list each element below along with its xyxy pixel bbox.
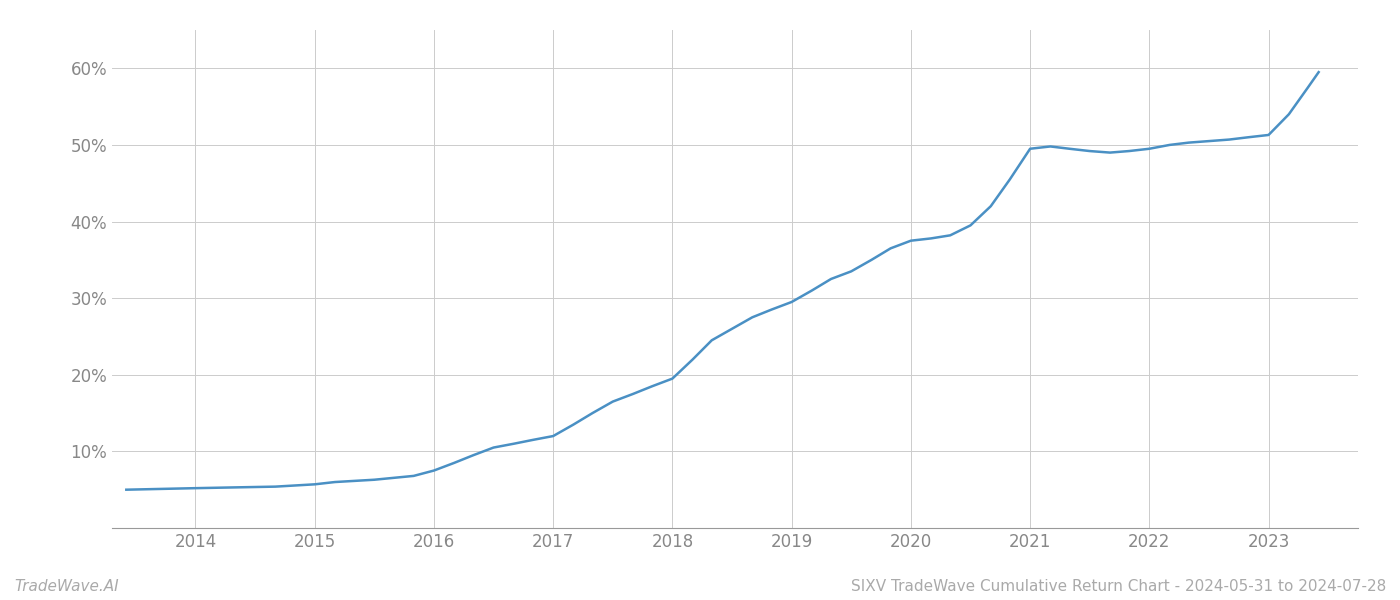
Text: SIXV TradeWave Cumulative Return Chart - 2024-05-31 to 2024-07-28: SIXV TradeWave Cumulative Return Chart -… [851, 579, 1386, 594]
Text: TradeWave.AI: TradeWave.AI [14, 579, 119, 594]
